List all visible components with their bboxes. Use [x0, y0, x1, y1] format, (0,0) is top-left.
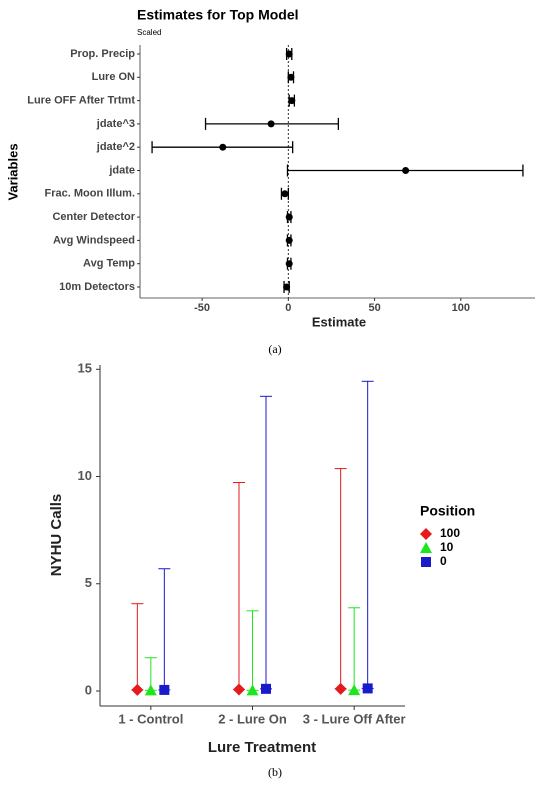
- legend-title: Position: [420, 503, 475, 519]
- x-tick-label: 1 - Control: [118, 711, 183, 726]
- y-axis-label: Variables: [5, 143, 20, 200]
- y-tick-label: Center Detector: [52, 211, 135, 223]
- x-tick-label: 3 - Lure Off After: [303, 711, 406, 726]
- x-tick-label: -50: [194, 302, 210, 314]
- legend-swatch: [421, 557, 431, 567]
- point: [131, 683, 144, 696]
- x-tick-label: 100: [452, 302, 470, 314]
- y-tick-label: 10: [78, 468, 92, 483]
- y-axis-label: NYHU Calls: [48, 494, 65, 577]
- x-tick-label: 2 - Lure On: [218, 711, 287, 726]
- point: [159, 684, 170, 695]
- point: [233, 683, 245, 696]
- point: [267, 120, 275, 128]
- point: [402, 167, 410, 174]
- legend-label: 10: [440, 540, 454, 554]
- x-tick-label: 0: [285, 302, 291, 314]
- point: [362, 683, 373, 694]
- point: [285, 236, 293, 244]
- chart-subtitle: Scaled: [137, 28, 161, 37]
- point: [285, 260, 293, 268]
- point: [144, 684, 157, 696]
- y-tick-label: Avg Temp: [83, 258, 135, 270]
- y-tick-label: jdate^2: [96, 141, 135, 153]
- point: [287, 73, 295, 81]
- y-tick-label: 15: [78, 361, 92, 376]
- caption: (a): [268, 342, 281, 356]
- point: [261, 683, 271, 694]
- legend-label: 0: [440, 554, 447, 568]
- y-tick-label: Frac. Moon Illum.: [45, 188, 135, 200]
- point: [288, 97, 296, 105]
- point: [246, 684, 259, 696]
- legend-swatch: [420, 542, 432, 553]
- y-tick-label: jdate^3: [96, 118, 135, 130]
- point: [283, 283, 291, 291]
- x-axis-label: Lure Treatment: [208, 739, 316, 756]
- x-axis-label: Estimate: [312, 314, 366, 329]
- chart-title: Estimates for Top Model: [137, 7, 299, 23]
- y-tick-label: Lure OFF After Trtmt: [27, 95, 135, 107]
- point: [334, 682, 347, 695]
- x-tick-label: 50: [368, 302, 380, 314]
- y-tick-label: Avg Windspeed: [53, 234, 135, 246]
- legend-swatch: [420, 528, 432, 540]
- y-tick-label: jdate: [108, 164, 135, 176]
- point: [281, 190, 289, 198]
- y-tick-label: 0: [85, 682, 92, 697]
- y-tick-label: Lure ON: [92, 71, 135, 83]
- caption: (b): [268, 765, 282, 779]
- point: [219, 143, 227, 151]
- legend-label: 100: [440, 526, 460, 540]
- y-tick-label: 5: [85, 575, 92, 590]
- point: [285, 50, 293, 58]
- point: [348, 684, 361, 696]
- y-tick-label: Prop. Precip: [70, 48, 135, 60]
- y-tick-label: 10m Detectors: [59, 281, 135, 293]
- point: [285, 213, 293, 221]
